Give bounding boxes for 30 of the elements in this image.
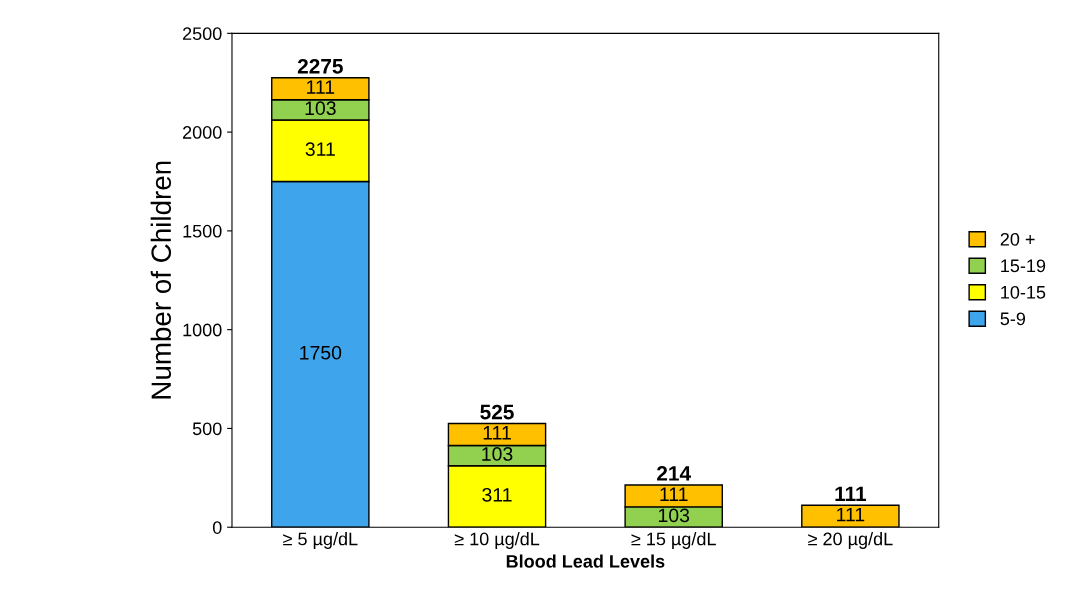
x-tick-label: ≥ 20 µg/dL (808, 532, 893, 549)
legend-label: 10-15 (1001, 285, 1046, 299)
legend-label: 15-19 (1001, 259, 1046, 273)
data-label: 1750 (300, 345, 342, 360)
data-label: 111 (660, 487, 688, 501)
x-tick-label: ≥ 15 µg/dL (631, 532, 716, 549)
x-tick-label: ≥ 5 µg/dL (283, 532, 358, 549)
data-label: 103 (658, 508, 690, 523)
legend-label: 20 + (1000, 232, 1035, 246)
y-tick-label: 1000 (183, 323, 222, 337)
x-axis-title: Blood Lead Levels (506, 554, 665, 568)
y-tick-label: 2500 (183, 27, 222, 41)
data-label: 311 (482, 487, 512, 502)
data-label: 111 (837, 507, 865, 522)
data-label: 103 (482, 447, 513, 461)
x-tick-label: ≥ 10 µg/dL (454, 532, 540, 549)
y-axis-title: Number of Children (150, 161, 172, 399)
data-label: 103 (305, 101, 336, 116)
data-label: 311 (305, 142, 335, 156)
y-tick-label: 1500 (183, 224, 222, 238)
total-label: 111 (835, 486, 867, 501)
data-label: 111 (307, 80, 335, 94)
total-label: 214 (657, 466, 691, 481)
y-tick-label: 2000 (183, 126, 222, 139)
y-tick-label: 500 (192, 422, 222, 436)
y-tick-label: 0 (212, 521, 222, 534)
legend-label: 5-9 (1000, 312, 1026, 326)
total-label: 2275 (297, 58, 343, 74)
total-label: 525 (480, 404, 514, 420)
data-label: 111 (483, 426, 511, 440)
